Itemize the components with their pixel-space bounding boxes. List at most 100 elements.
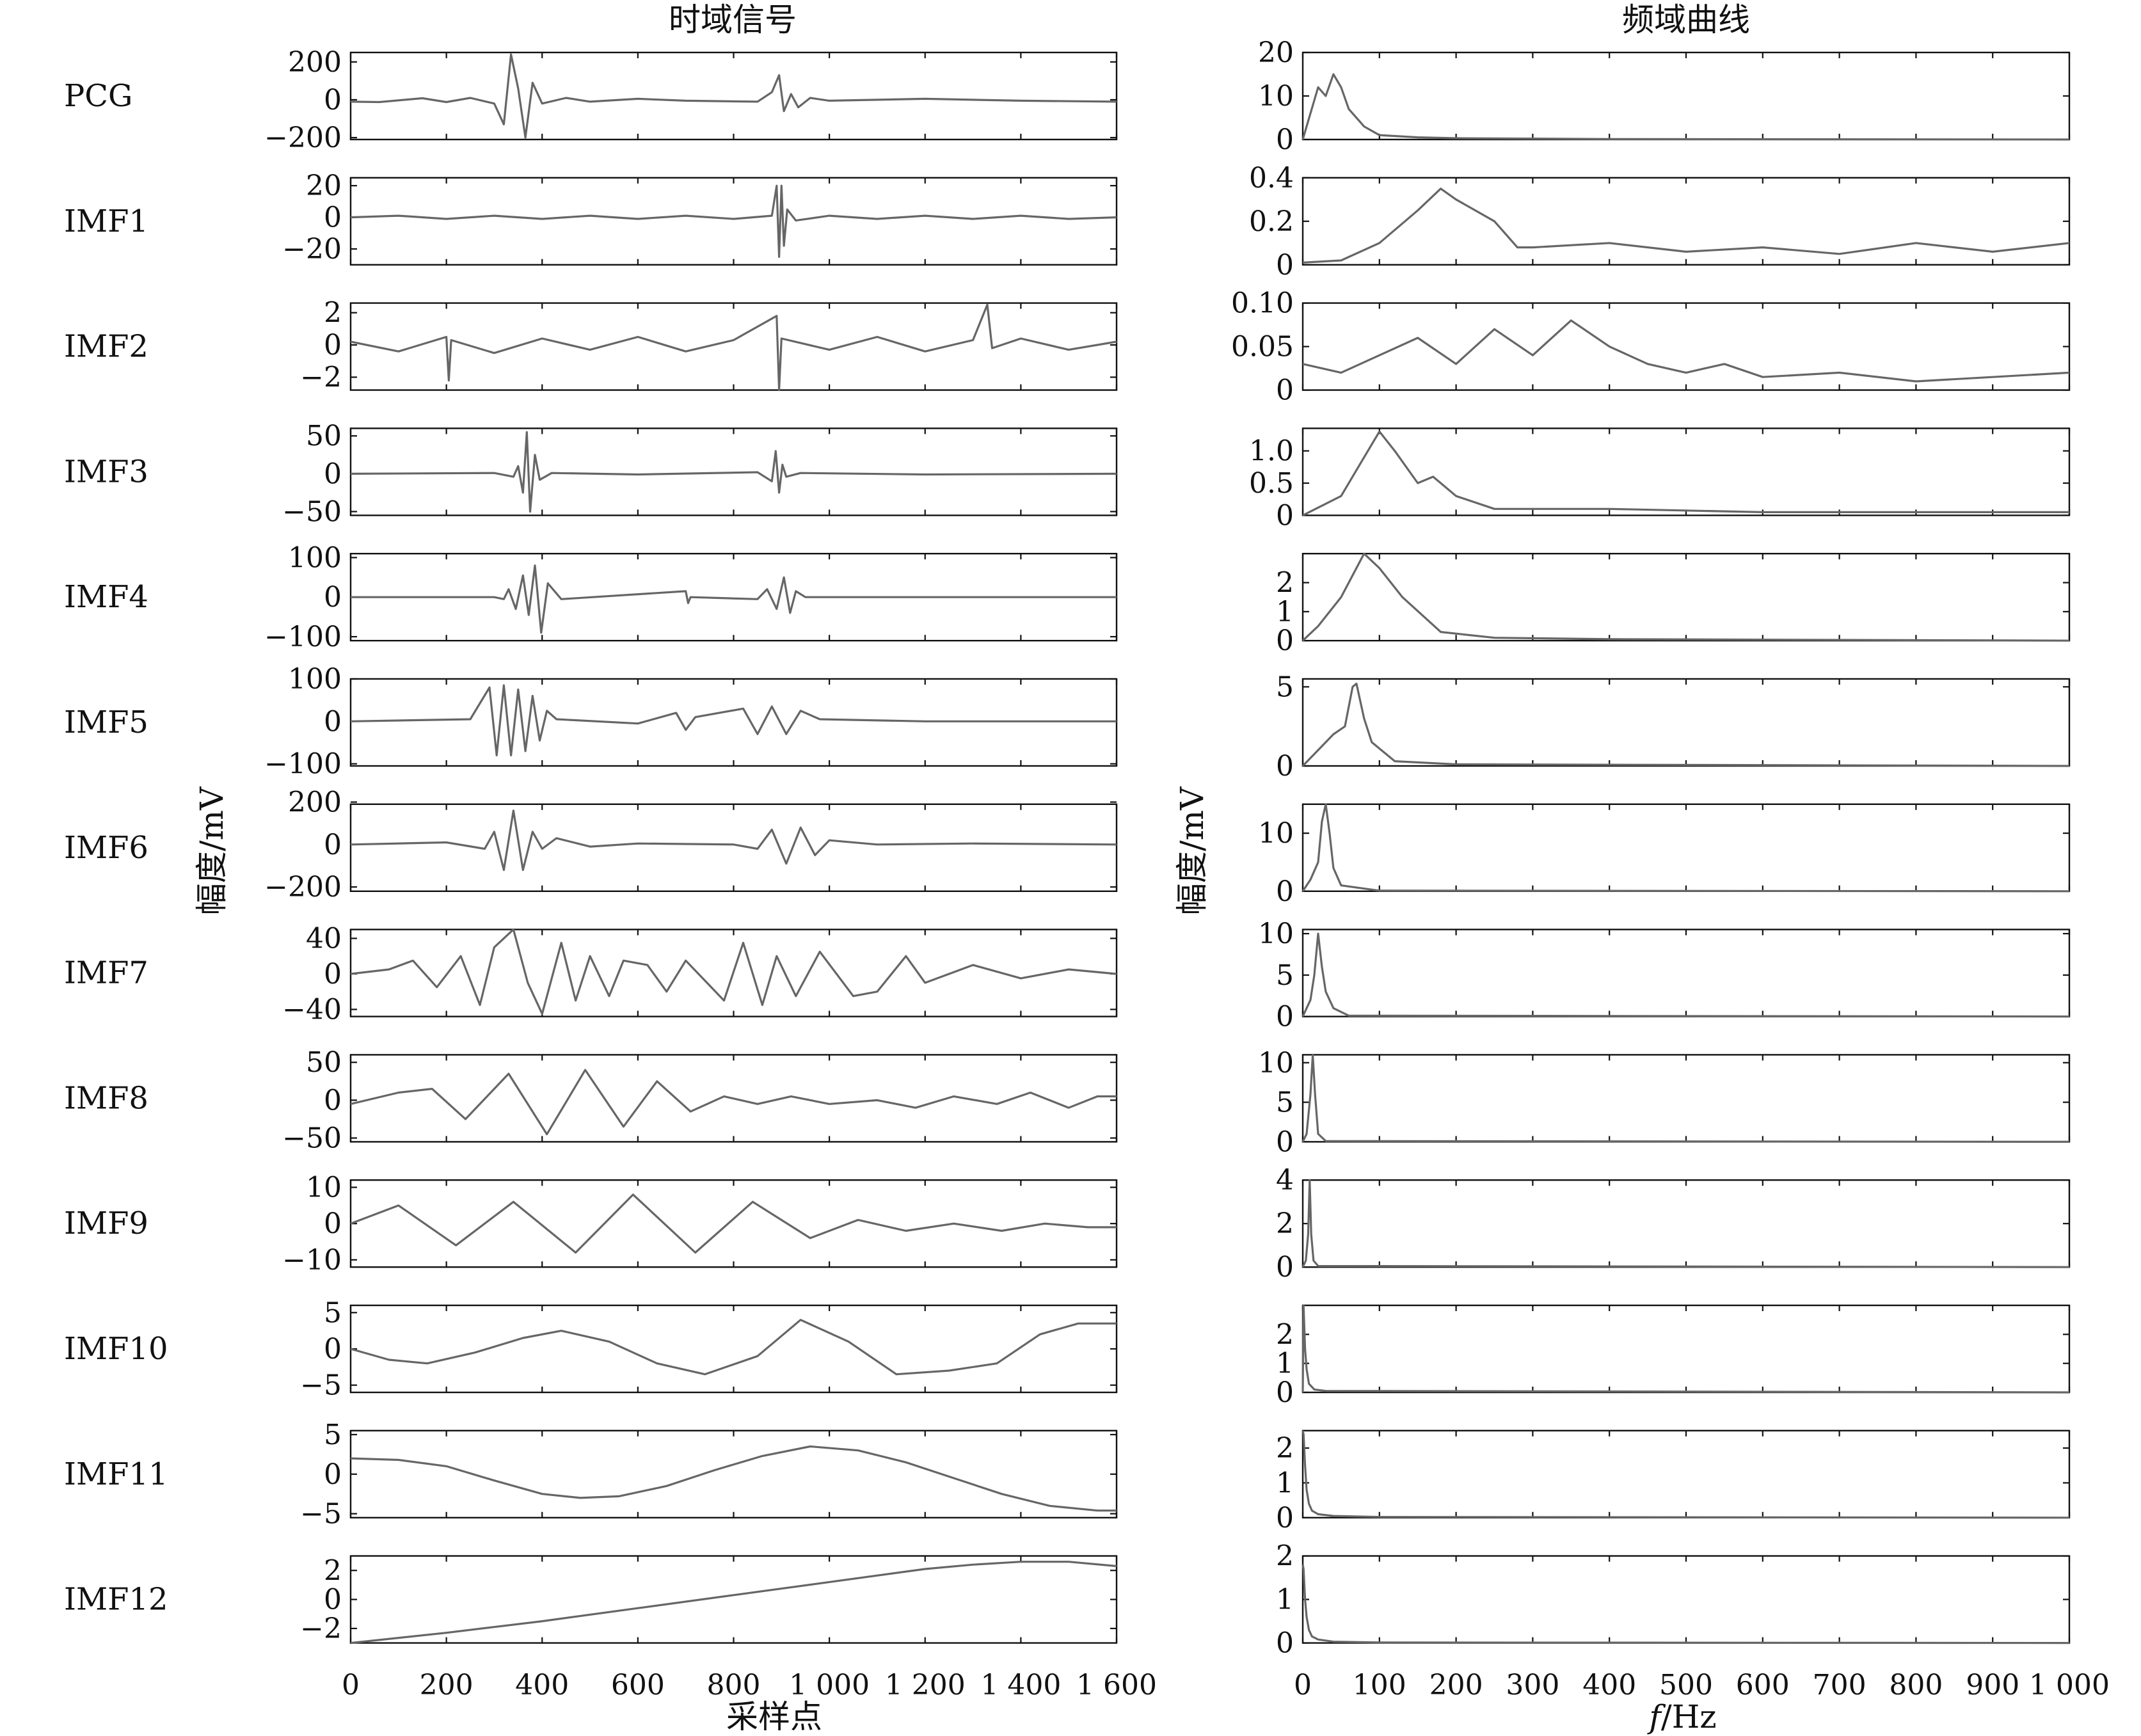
freq-xtick-label: 700 <box>1813 1669 1866 1701</box>
time-ytick-label-imf2: 0 <box>324 329 342 362</box>
freq-panel-imf10: 210 <box>1276 1304 2071 1409</box>
time-ytick-label-imf4: 100 <box>288 541 342 574</box>
freq-ytick-label-pcg: 10 <box>1258 80 1294 113</box>
time-ytick-label-imf10: 0 <box>324 1333 342 1366</box>
series-label-imf12: IMF12 <box>64 1582 168 1618</box>
freq-panel-pcg: 20 10 0 <box>1258 36 2071 156</box>
frequency-domain-title: 频域曲线 <box>1622 1 1750 38</box>
time-panel-imf3: IMF3 50 0 −50 <box>64 420 1118 528</box>
freq-trace-imf9 <box>1301 1179 2070 1268</box>
time-trace-imf10 <box>350 1319 1117 1376</box>
freq-ytick-label-imf2: 0.05 <box>1231 331 1294 363</box>
series-label-imf10: IMF10 <box>64 1331 168 1367</box>
freq-ytick-label-imf7: 0 <box>1276 1001 1294 1033</box>
freq-ytick-label-imf6: 0 <box>1276 875 1294 908</box>
time-panel-imf9: IMF9 100 −10 <box>64 1172 1118 1277</box>
series-label-imf1: IMF1 <box>64 203 148 239</box>
freq-trace-imf12 <box>1301 1564 2070 1644</box>
time-ytick-label-imf8: 50 <box>306 1046 342 1079</box>
time-ytick-label-imf6: 200 <box>288 786 342 818</box>
freq-ytick-label-imf8: 5 <box>1276 1087 1294 1119</box>
time-ytick-label-imf5: 100 <box>288 663 342 696</box>
time-ytick-label-imf9: 0 <box>324 1207 342 1240</box>
time-trace-imf8 <box>350 1069 1117 1136</box>
freq-trace-imf7 <box>1301 932 2070 1018</box>
freq-ytick-label-imf11: 1 <box>1276 1467 1294 1499</box>
freq-ytick-label-imf12: 0 <box>1276 1627 1294 1660</box>
time-ytick-label-imf11: −5 <box>300 1498 342 1531</box>
freq-ytick-label-imf7: 5 <box>1276 959 1294 992</box>
freq-panel-imf8: 10 5 0 <box>1258 1047 2071 1158</box>
freq-xtick-label: 600 <box>1736 1669 1790 1701</box>
freq-ytick-label-imf3: 0 <box>1276 499 1294 532</box>
freq-trace-imf2 <box>1302 319 2070 383</box>
time-xtick-label: 1 200 <box>885 1669 966 1701</box>
time-xtick-label: 400 <box>515 1669 569 1701</box>
frequency-domain-y-axis-title: 幅度/mV <box>1174 786 1211 915</box>
time-ytick-label-imf11: 0 <box>324 1458 342 1491</box>
time-ytick-label-imf10: −5 <box>300 1369 342 1402</box>
freq-ytick-label-imf1: 0 <box>1276 249 1294 282</box>
time-ytick-label-pcg: 200 <box>288 46 342 79</box>
time-ytick-label-imf1: 0 <box>324 202 342 234</box>
time-ytick-label-imf1: 20 <box>306 170 342 202</box>
freq-ytick-label-imf5: 5 <box>1276 671 1294 703</box>
time-ytick-label-imf7: −40 <box>282 993 342 1026</box>
time-xtick-label: 600 <box>611 1669 665 1701</box>
freq-ytick-label-imf4: 2 <box>1276 567 1294 600</box>
time-ytick-label-pcg: 0 <box>324 84 342 116</box>
freq-trace-imf8 <box>1301 1053 2070 1143</box>
freq-ytick-label-imf9: 0 <box>1276 1251 1294 1284</box>
series-label-imf6: IMF6 <box>64 830 148 866</box>
freq-ytick-label-imf5: 0 <box>1276 750 1294 783</box>
time-ytick-label-imf4: −100 <box>264 621 342 653</box>
series-label-imf5: IMF5 <box>64 705 148 740</box>
time-ytick-label-imf2: 2 <box>324 297 342 330</box>
freq-panel-imf11: 210 <box>1276 1429 2071 1534</box>
freq-panel-imf4: 210 <box>1276 552 2071 657</box>
time-panel-imf2: IMF2 20−2 <box>64 297 1118 394</box>
freq-panel-imf6: 10 0 <box>1258 803 2071 908</box>
time-panel-imf11: IMF11 5 0 −5 <box>64 1419 1118 1531</box>
freq-trace-pcg <box>1301 73 2070 141</box>
time-panel-imf1: IMF1 200−20 <box>64 170 1118 266</box>
time-panel-imf4: IMF4 100 0 −100 <box>64 541 1118 653</box>
series-label-imf9: IMF9 <box>64 1206 148 1241</box>
freq-ytick-label-imf3: 0.5 <box>1249 467 1294 500</box>
time-ytick-label-imf12: 2 <box>324 1554 342 1587</box>
time-ytick-label-imf9: 10 <box>306 1172 342 1204</box>
freq-panel-imf12: 2 1 0 <box>1276 1540 2071 1660</box>
time-ytick-label-imf5: 0 <box>324 705 342 738</box>
time-ytick-label-imf5: −100 <box>264 748 342 781</box>
time-ytick-label-imf11: 5 <box>324 1419 342 1451</box>
time-ytick-label-imf7: 0 <box>324 958 342 991</box>
freq-ytick-label-imf2: 0.10 <box>1231 287 1294 320</box>
time-panel-imf12: IMF12 20−2 <box>64 1554 1118 1645</box>
freq-ytick-label-imf9: 4 <box>1276 1164 1294 1197</box>
freq-ytick-label-imf10: 1 <box>1276 1348 1294 1380</box>
time-ytick-label-imf1: −20 <box>282 233 342 266</box>
freq-ytick-label-imf10: 0 <box>1276 1376 1294 1409</box>
series-label-imf8: IMF8 <box>64 1080 148 1116</box>
time-ytick-label-imf7: 40 <box>306 922 342 955</box>
time-ytick-label-imf2: −2 <box>300 361 342 394</box>
time-ytick-label-imf6: 0 <box>324 829 342 861</box>
time-trace-imf3 <box>350 431 1117 513</box>
freq-panel-imf3: 1.00.50 <box>1249 427 2071 532</box>
series-label-imf2: IMF2 <box>64 329 148 365</box>
freq-panel-imf9: 4 2 0 <box>1276 1164 2071 1284</box>
time-ytick-label-imf3: 0 <box>324 458 342 490</box>
freq-xtick-label: 900 <box>1966 1669 2019 1701</box>
freq-trace-imf3 <box>1302 430 2069 516</box>
freq-trace-imf4 <box>1301 552 2070 642</box>
freq-xtick-label: 100 <box>1353 1669 1406 1701</box>
series-label-imf11: IMF11 <box>64 1456 168 1492</box>
freq-ytick-label-imf1: 0.2 <box>1249 205 1294 238</box>
time-trace-imf5 <box>350 684 1117 757</box>
time-xtick-label: 0 <box>342 1669 360 1701</box>
time-ytick-label-imf3: −50 <box>282 495 342 528</box>
series-label-imf4: IMF4 <box>64 579 148 615</box>
time-ytick-label-imf8: 0 <box>324 1084 342 1117</box>
freq-trace-imf11 <box>1301 1430 2070 1519</box>
